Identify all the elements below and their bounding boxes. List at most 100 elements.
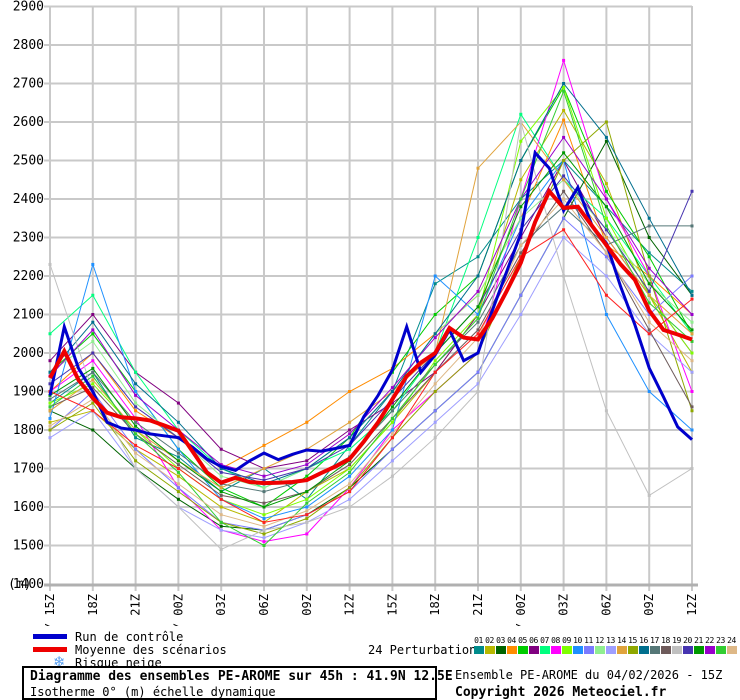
ensemble-member-line-21-marker bbox=[690, 328, 694, 332]
ensemble-member-line-09-marker bbox=[305, 497, 309, 501]
perturbation-key-item: 24 bbox=[726, 637, 737, 654]
det-run-line-marker bbox=[262, 520, 266, 524]
ensemble-member-line-19-marker bbox=[604, 409, 608, 413]
y-axis-tick-label: 1400 bbox=[13, 577, 44, 592]
perturbation-key-item: 11 bbox=[583, 637, 594, 654]
ensemble-member-line-24-marker bbox=[433, 382, 437, 386]
ensemble-member-line-23-marker bbox=[690, 339, 694, 343]
ensemble-member-line-23-marker bbox=[134, 432, 138, 436]
x-axis-tick-label: 18Z bbox=[86, 594, 100, 616]
perturbation-number: 10 bbox=[573, 636, 582, 645]
x-axis-tick-label: 21Z bbox=[129, 594, 143, 616]
y-axis-tick-label: 1900 bbox=[13, 385, 44, 400]
ensemble-member-line-23-marker bbox=[562, 89, 566, 93]
ensemble-member-line-18-marker bbox=[476, 328, 480, 332]
det-run-line-marker bbox=[476, 332, 480, 336]
ensemble-member-line-23-marker bbox=[390, 416, 394, 420]
ensemble-member-line-21-marker bbox=[647, 282, 651, 286]
ensemble-member-line-14-marker bbox=[562, 178, 566, 182]
ensemble-member-line-24 bbox=[49, 198, 693, 527]
perturbation-color-swatch bbox=[660, 646, 671, 654]
ensemble-member-line-20-marker bbox=[562, 174, 566, 178]
diagram-title: Diagramme des ensembles PE-AROME sur 45h… bbox=[30, 669, 453, 684]
det-run-line-marker bbox=[91, 409, 95, 413]
ensemble-member-line-22-marker bbox=[690, 313, 694, 316]
ensemble-member-line-03-marker bbox=[176, 497, 180, 501]
ensemble-member-line-11-marker bbox=[433, 409, 437, 413]
ensemble-member-line-09-marker bbox=[91, 382, 95, 386]
perturbations-color-key: 01 02 03 04 05 06 07 08 09 10 11 12 13 14 15 16 17 18 19 20… bbox=[473, 637, 737, 654]
ensemble-member-line-20-marker bbox=[219, 470, 223, 474]
det-run-line-marker bbox=[176, 467, 180, 470]
ensemble-member-line-19-marker bbox=[476, 390, 480, 393]
ensemble-member-line-18-marker bbox=[219, 493, 223, 497]
ensemble-member-line-13-marker bbox=[519, 313, 523, 316]
x-axis-tick-label: 09Z bbox=[300, 594, 314, 616]
ensemble-member-line-17 bbox=[49, 206, 692, 493]
ensemble-member-line-17-marker bbox=[134, 420, 138, 424]
perturbation-key-item: 05 bbox=[517, 637, 528, 654]
det-run-line-marker bbox=[219, 497, 223, 501]
chart-svg: 1400 1500 1600 1700 1800 1900 2000 2100 2200 2300… bbox=[8, 0, 699, 645]
perturbation-key-item: 19 bbox=[671, 637, 682, 654]
ensemble-member-line-18-marker bbox=[647, 328, 651, 332]
ensemble-member-line-22-marker bbox=[562, 135, 566, 139]
x-axis-tick-label: 04/ 15Z bbox=[43, 594, 57, 626]
perturbation-key-item: 16 bbox=[638, 637, 649, 654]
ensemble-member-line-23-marker bbox=[348, 470, 352, 474]
ensemble-member-line-11 bbox=[49, 217, 693, 531]
perturbation-number: 18 bbox=[661, 636, 670, 645]
ensemble-member-line-14-marker bbox=[604, 236, 608, 239]
ensemble-member-line-17-marker bbox=[176, 451, 180, 455]
ensemble-member-line-15-marker bbox=[433, 390, 437, 393]
ensemble-member-line-14-marker bbox=[219, 486, 223, 490]
y-axis-tick-label: 2400 bbox=[13, 192, 44, 207]
ensemble-member-line-19-marker bbox=[305, 520, 309, 524]
ensemble-member-line-06-marker bbox=[390, 401, 394, 405]
ensemble-member-line-09-marker bbox=[433, 359, 437, 363]
ensemble-member-line-18-marker bbox=[562, 189, 566, 193]
ensemble-member-line-07-marker bbox=[348, 447, 352, 451]
ensemble-member-line-23 bbox=[49, 89, 693, 547]
perturbation-color-swatch bbox=[572, 646, 583, 654]
perturbation-number: 17 bbox=[650, 636, 659, 645]
det-run-line-marker bbox=[390, 436, 394, 440]
det-run-line-marker bbox=[519, 255, 523, 259]
y-axis-tick-label: 2300 bbox=[13, 231, 44, 246]
ensemble-member-line-19-marker bbox=[219, 547, 223, 551]
ensemble-member-line-15-marker bbox=[48, 428, 52, 432]
ensemble-member-line-08-marker bbox=[305, 532, 309, 536]
control-legend-label: Run de contrôle bbox=[75, 630, 184, 644]
perturbation-key-item: 06 bbox=[528, 637, 539, 654]
ensemble-member-line-16 bbox=[49, 82, 693, 485]
ensemble-member-line-24-marker bbox=[176, 482, 180, 486]
ensemble-member-line-19-marker bbox=[348, 505, 352, 509]
ensemble-member-line-15-marker bbox=[91, 401, 95, 405]
ensemble-member-line-22-marker bbox=[647, 266, 651, 270]
ensemble-member-line-02-marker bbox=[219, 505, 223, 509]
ensemble-member-line-21-marker bbox=[519, 205, 523, 209]
ensemble-member-line-18-marker bbox=[176, 463, 180, 467]
ensemble-member-line-02-marker bbox=[176, 474, 180, 478]
ensemble-member-line-20-marker bbox=[48, 382, 52, 386]
ensemble-member-line-05-marker bbox=[91, 332, 95, 336]
perturbation-number: 06 bbox=[529, 636, 538, 645]
ensemble-member-line-05-marker bbox=[604, 189, 608, 193]
ensemble-member-line-06-marker bbox=[348, 428, 352, 432]
ensemble-member-line-18-marker bbox=[519, 251, 523, 255]
ensemble-member-line-17-marker bbox=[647, 224, 651, 228]
ensemble-member-line-14-marker bbox=[348, 420, 352, 424]
ensemble-member-line-21-marker bbox=[262, 505, 266, 509]
ensemble-member-line-11-marker bbox=[390, 447, 394, 451]
copyright-text: Copyright 2026 Meteociel.fr bbox=[455, 685, 667, 700]
ensemble-member-line-09-marker bbox=[390, 420, 394, 424]
ensemble-member-line-11-marker bbox=[690, 274, 694, 278]
ensemble-member-line-16-marker bbox=[433, 332, 437, 336]
ensemble-member-line-20-marker bbox=[91, 351, 95, 355]
x-axis-tick-label: 06Z bbox=[257, 594, 271, 616]
ensemble-member-line-10-marker bbox=[91, 262, 95, 266]
ensemble-member-line-21 bbox=[49, 151, 693, 508]
x-axis-tick-label: 12Z bbox=[685, 594, 699, 616]
ensemble-member-line-13-marker bbox=[433, 420, 437, 424]
perturbation-number: 05 bbox=[518, 636, 527, 645]
